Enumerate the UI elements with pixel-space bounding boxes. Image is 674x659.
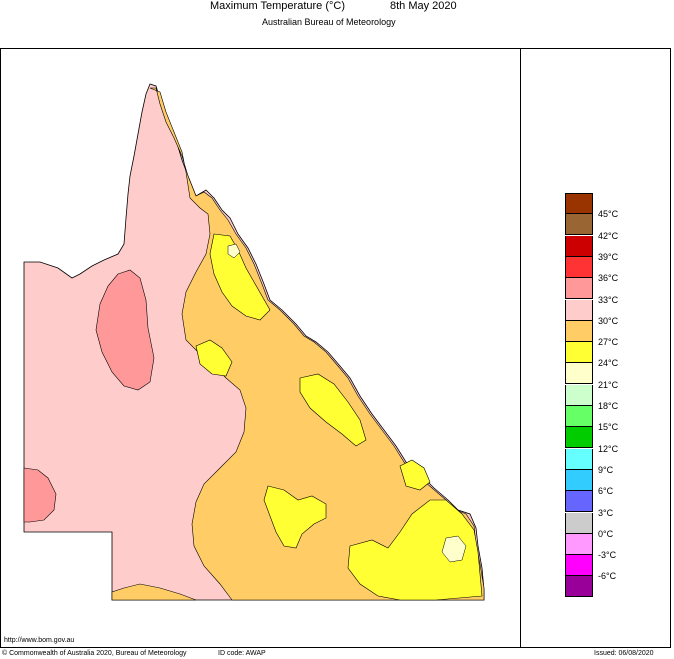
legend-swatch: [565, 256, 593, 278]
legend-swatch: [565, 278, 593, 300]
zone-27-30-central-coast: [299, 373, 367, 447]
legend-swatch: [565, 533, 593, 555]
legend-label: 0°C: [598, 528, 614, 539]
zone-27-30-inland: [195, 339, 233, 377]
zone-27-30-east-small: [399, 459, 431, 491]
legend-swatch: [565, 235, 593, 257]
legend-label: 27°C: [598, 337, 619, 348]
legend-swatch: [565, 512, 593, 534]
footer-id-code: ID code: AWAP: [218, 650, 266, 657]
legend-label: 21°C: [598, 379, 619, 390]
legend-label: 30°C: [598, 315, 619, 326]
legend-label: 3°C: [598, 507, 614, 518]
map-subtitle: Australian Bureau of Meteorology: [262, 17, 396, 27]
legend-swatch: [565, 427, 593, 449]
legend-label: 36°C: [598, 273, 619, 284]
legend-label: -3°C: [598, 550, 617, 561]
zone-30-33-southwest: [111, 583, 197, 601]
legend-swatch: [565, 299, 593, 321]
legend-label: 33°C: [598, 294, 619, 305]
legend-swatch: [565, 448, 593, 470]
footer-copyright: © Commonwealth of Australia 2020, Bureau…: [2, 650, 187, 657]
zone-24-27-pocket: [441, 535, 467, 563]
legend-swatch: [565, 469, 593, 491]
legend-label: 39°C: [598, 251, 619, 262]
legend-label: 9°C: [598, 464, 614, 475]
legend-label: 6°C: [598, 486, 614, 497]
map-frame: [0, 48, 671, 648]
legend-label: 15°C: [598, 422, 619, 433]
legend-swatch: [565, 555, 593, 577]
legend-swatch: [565, 320, 593, 342]
map-title: Maximum Temperature (°C): [210, 0, 346, 12]
zone-24-27-pocket-2: [227, 243, 241, 259]
queensland-temperature-map: [23, 83, 485, 601]
legend-label: 45°C: [598, 209, 619, 220]
map-date: 8th May 2020: [390, 0, 457, 12]
footer-url: http://www.bom.gov.au: [4, 637, 75, 644]
legend-swatch: [565, 406, 593, 427]
map-title-block: Maximum Temperature (°C) 8th May 2020 Au…: [0, 0, 674, 46]
legend-label: 42°C: [598, 230, 619, 241]
legend-swatch: [565, 214, 593, 236]
zone-27-30-southeast: [347, 499, 483, 601]
zone-36-39-north: [95, 269, 155, 391]
zone-30-33-east: [149, 87, 485, 601]
zone-36-39-west: [23, 467, 57, 523]
legend-swatch: [565, 193, 593, 214]
footer-issued: Issued: 06/08/2020: [594, 650, 654, 657]
legend-label: -6°C: [598, 571, 617, 582]
legend-swatch: [565, 342, 593, 364]
legend-divider: [520, 48, 521, 648]
legend-swatch: [565, 491, 593, 513]
legend-label: 24°C: [598, 358, 619, 369]
zone-27-30-south-inland: [263, 485, 327, 549]
legend-swatch: [565, 384, 593, 406]
legend-swatch: [565, 576, 593, 598]
legend-swatch: [565, 363, 593, 385]
legend-label: 12°C: [598, 443, 619, 454]
legend-label: 18°C: [598, 401, 619, 411]
